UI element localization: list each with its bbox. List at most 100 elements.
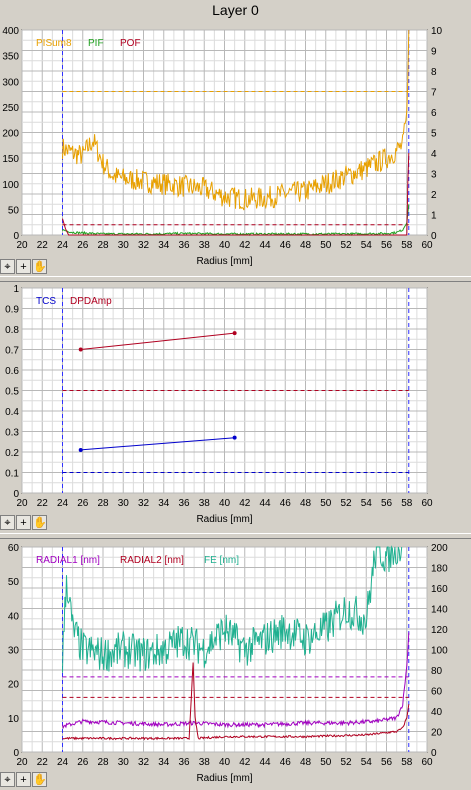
x-tick-label: 36: [178, 498, 190, 509]
y2-tick-label: 140: [431, 605, 448, 616]
x-tick-label: 54: [361, 240, 373, 251]
splitter[interactable]: [0, 276, 471, 282]
x-tick-label: 58: [401, 757, 413, 768]
x-tick-label: 32: [138, 498, 150, 509]
x-tick-label: 60: [421, 240, 433, 251]
x-axis-label: Radius [mm]: [196, 773, 252, 784]
x-axis-label: Radius [mm]: [196, 256, 252, 267]
chart-toolbar: ⌖ + ✋: [0, 772, 52, 788]
pan-hand-icon[interactable]: ✋: [32, 259, 47, 274]
y2-tick-label: 60: [431, 687, 443, 698]
x-tick-label: 48: [300, 498, 312, 509]
x-tick-label: 34: [158, 498, 170, 509]
x-tick-label: 46: [280, 757, 292, 768]
y-tick-label: 0.6: [5, 366, 19, 377]
x-tick-label: 30: [118, 240, 130, 251]
x-tick-label: 38: [199, 240, 211, 251]
legend-entry: PISum8: [36, 38, 72, 49]
zoom-icon[interactable]: +: [16, 772, 31, 787]
x-tick-label: 44: [259, 240, 271, 251]
series-line: [80, 332, 235, 350]
y-tick-label: 0.5: [5, 387, 19, 398]
y-tick-label: 100: [2, 180, 19, 191]
data-point: [232, 331, 237, 336]
grid: [21, 287, 428, 494]
y-tick-label: 50: [8, 205, 20, 216]
x-tick-label: 40: [219, 498, 231, 509]
y-tick-label: 200: [2, 129, 19, 140]
chart-toolbar: ⌖ + ✋: [0, 259, 52, 275]
x-tick-label: 26: [77, 240, 89, 251]
grid: [21, 29, 428, 236]
x-tick-label: 20: [16, 498, 28, 509]
zoom-icon[interactable]: +: [16, 515, 31, 530]
y2-tick-label: 2: [431, 190, 437, 201]
x-tick-label: 28: [97, 498, 109, 509]
y-tick-label: 0: [13, 748, 19, 759]
x-tick-label: 34: [158, 757, 170, 768]
x-tick-label: 58: [401, 240, 413, 251]
series-line: [80, 437, 235, 451]
y2-tick-label: 160: [431, 584, 448, 595]
x-axis-label: Radius [mm]: [196, 514, 252, 525]
x-tick-label: 38: [199, 757, 211, 768]
x-tick-label: 32: [138, 757, 150, 768]
cursor-icon[interactable]: ⌖: [0, 259, 15, 274]
x-tick-label: 58: [401, 498, 413, 509]
y-tick-label: 250: [2, 103, 19, 114]
chart-tcs-dpd: 0 0.1 0.2 0.3 0.4 0.5 0.6 0.7 0.8 0.9 1 20 22 24 26 28 3…: [5, 284, 433, 525]
y2-tick-label: 120: [431, 625, 448, 636]
legend-entry: RADIAL1 [nm]: [36, 555, 100, 566]
y2-tick-label: 10: [431, 26, 443, 37]
x-tick-label: 50: [320, 498, 332, 509]
x-tick-label: 30: [118, 498, 130, 509]
x-tick-label: 22: [37, 498, 49, 509]
y-tick-label: 20: [8, 680, 20, 691]
y-tick-label: 30: [8, 646, 20, 657]
x-tick-label: 26: [77, 498, 89, 509]
x-tick-label: 54: [361, 757, 373, 768]
y2-tick-label: 180: [431, 564, 448, 575]
x-tick-label: 36: [178, 240, 190, 251]
cursor-icon[interactable]: ⌖: [0, 515, 15, 530]
x-tick-label: 22: [37, 757, 49, 768]
y2-tick-label: 4: [431, 149, 437, 160]
cursor-icon[interactable]: ⌖: [0, 772, 15, 787]
y-tick-label: 0.3: [5, 428, 19, 439]
y2-tick-label: 0: [431, 748, 437, 759]
x-tick-label: 40: [219, 757, 231, 768]
legend-entry: POF: [120, 38, 141, 49]
splitter[interactable]: [0, 533, 471, 539]
x-tick-label: 22: [37, 240, 49, 251]
x-tick-label: 60: [421, 757, 433, 768]
x-tick-label: 28: [97, 757, 109, 768]
x-tick-label: 38: [199, 498, 211, 509]
zoom-icon[interactable]: +: [16, 259, 31, 274]
x-tick-label: 42: [239, 498, 251, 509]
x-tick-label: 24: [57, 240, 69, 251]
x-tick-label: 30: [118, 757, 130, 768]
y2-tick-label: 3: [431, 170, 437, 181]
data-point: [78, 347, 83, 352]
y-tick-label: 0: [13, 231, 19, 242]
pan-hand-icon[interactable]: ✋: [32, 772, 47, 787]
x-tick-label: 52: [340, 757, 352, 768]
legend-entry: DPDAmp: [70, 296, 112, 307]
y-tick-label: 0.9: [5, 305, 19, 316]
x-tick-label: 26: [77, 757, 89, 768]
y-tick-label: 0.2: [5, 448, 19, 459]
y2-tick-label: 100: [431, 646, 448, 657]
y-tick-label: 0.4: [5, 407, 19, 418]
series-line: [62, 204, 410, 237]
x-tick-label: 50: [320, 757, 332, 768]
x-tick-label: 52: [340, 498, 352, 509]
y-tick-label: 60: [8, 543, 20, 554]
y2-tick-label: 200: [431, 543, 448, 554]
y-tick-label: 400: [2, 26, 19, 37]
x-tick-label: 56: [381, 498, 393, 509]
legend-entry: PIF: [88, 38, 104, 49]
y-tick-label: 350: [2, 52, 19, 63]
pan-hand-icon[interactable]: ✋: [32, 515, 47, 530]
x-tick-label: 40: [219, 240, 231, 251]
